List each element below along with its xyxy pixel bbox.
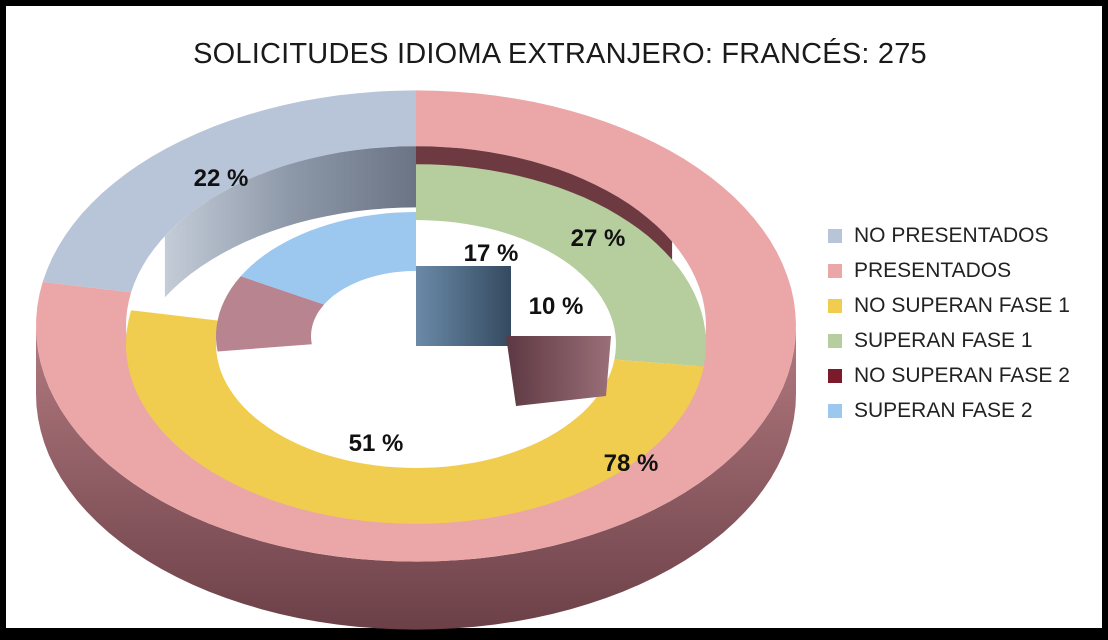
label-presentados: 78 %: [604, 450, 659, 477]
outer-ring-side: [36, 326, 796, 630]
core-wall: [416, 266, 511, 346]
slice-no-presentados: [42, 90, 416, 293]
legend-swatch: [828, 403, 842, 418]
doughnut-chart: 22 % 78 % 27 % 51 % 10 % 17 %: [36, 90, 797, 630]
slice-superan-fase-2: [240, 212, 416, 305]
slice-no-superan-fase-1: [126, 310, 704, 524]
legend-swatch: [828, 263, 842, 278]
slice-no-superan-fase-2: [216, 276, 324, 352]
legend-label: PRESENTADOS: [854, 258, 1012, 282]
legend-swatch: [828, 333, 842, 348]
inner-ring-side: [506, 336, 611, 406]
legend-item: NO SUPERAN FASE 1: [828, 288, 1070, 323]
label-no-superan-fase-1: 51 %: [349, 430, 404, 457]
legend-item: NO PRESENTADOS: [828, 218, 1070, 253]
legend-swatch: [828, 298, 842, 313]
label-superan-fase-1: 27 %: [571, 225, 626, 252]
legend-swatch: [828, 368, 842, 383]
legend-label: NO PRESENTADOS: [854, 223, 1049, 247]
slice-superan-fase-1: [416, 164, 706, 367]
legend-item: NO SUPERAN FASE 2: [828, 358, 1070, 393]
legend-item: SUPERAN FASE 2: [828, 393, 1070, 428]
label-no-superan-fase-2: 10 %: [529, 293, 584, 320]
legend-label: SUPERAN FASE 2: [854, 398, 1033, 422]
legend-swatch: [828, 228, 842, 243]
legend-label: SUPERAN FASE 1: [854, 328, 1033, 352]
label-superan-fase-2: 17 %: [464, 240, 519, 267]
label-no-presentados: 22 %: [194, 165, 249, 192]
legend-label: NO SUPERAN FASE 1: [854, 293, 1070, 317]
legend-item: PRESENTADOS: [828, 253, 1070, 288]
legend-label: NO SUPERAN FASE 2: [854, 363, 1070, 387]
chart-legend: NO PRESENTADOS PRESENTADOS NO SUPERAN FASE…: [828, 218, 1070, 428]
legend-item: SUPERAN FASE 1: [828, 323, 1070, 358]
chart-title: SOLICITUDES IDIOMA EXTRANJERO: FRANCÉS: …: [193, 38, 927, 70]
no-presentados-inner-wall: [164, 146, 416, 298]
